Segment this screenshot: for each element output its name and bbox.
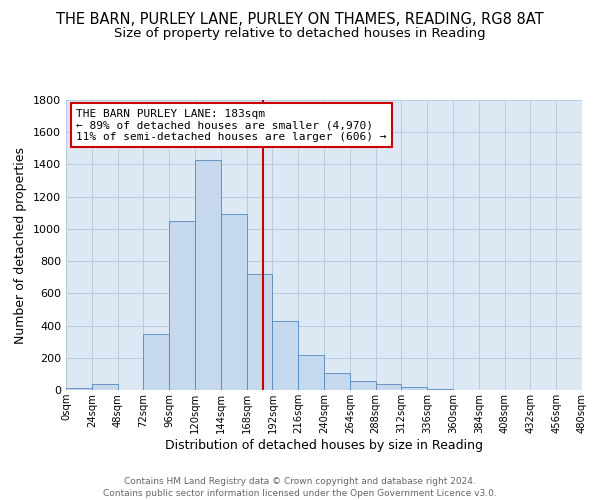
Y-axis label: Number of detached properties: Number of detached properties xyxy=(14,146,28,344)
Bar xyxy=(272,320,298,390)
Text: THE BARN, PURLEY LANE, PURLEY ON THAMES, READING, RG8 8AT: THE BARN, PURLEY LANE, PURLEY ON THAMES,… xyxy=(56,12,544,28)
Bar xyxy=(169,221,195,390)
X-axis label: Distribution of detached houses by size in Reading: Distribution of detached houses by size … xyxy=(165,438,483,452)
Bar xyxy=(350,381,376,390)
Bar xyxy=(298,354,324,390)
Text: Contains HM Land Registry data © Crown copyright and database right 2024.: Contains HM Land Registry data © Crown c… xyxy=(124,478,476,486)
Bar xyxy=(247,274,272,390)
Bar xyxy=(401,387,427,390)
Text: Contains public sector information licensed under the Open Government Licence v3: Contains public sector information licen… xyxy=(103,489,497,498)
Bar xyxy=(92,384,118,390)
Text: Size of property relative to detached houses in Reading: Size of property relative to detached ho… xyxy=(114,28,486,40)
Bar xyxy=(427,389,453,390)
Bar xyxy=(221,214,247,390)
Bar xyxy=(324,373,350,390)
Text: THE BARN PURLEY LANE: 183sqm
← 89% of detached houses are smaller (4,970)
11% of: THE BARN PURLEY LANE: 183sqm ← 89% of de… xyxy=(76,108,387,142)
Bar xyxy=(66,388,92,390)
Bar xyxy=(195,160,221,390)
Bar xyxy=(376,384,401,390)
Bar xyxy=(143,334,169,390)
